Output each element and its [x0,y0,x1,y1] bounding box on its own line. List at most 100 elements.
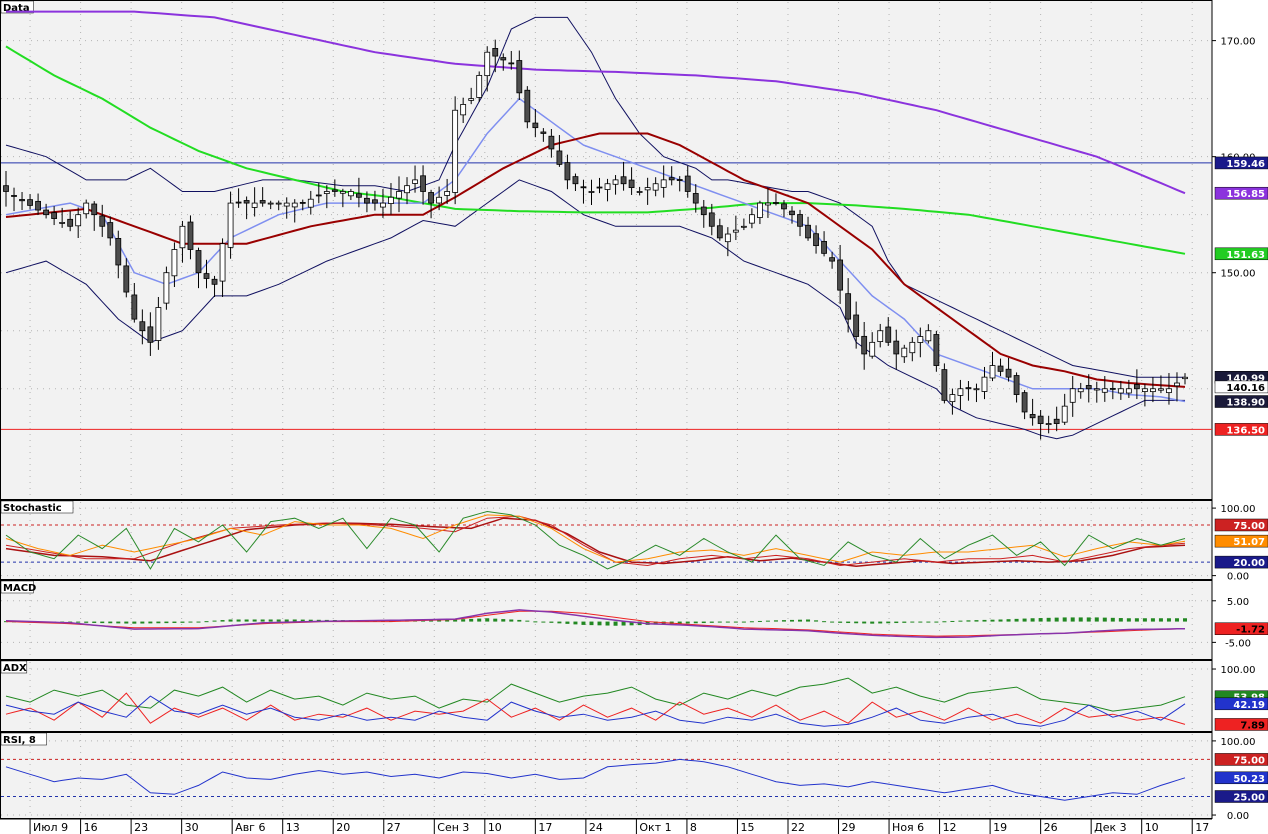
y-tick-label: 0.00 [1227,811,1249,822]
panel-title: ADX [3,663,27,674]
candle-body [1109,387,1116,390]
macd-histogram-bar [92,621,97,623]
candle-body [163,272,170,304]
macd-histogram-bar [252,619,257,622]
stochastic-k-line [5,510,1186,570]
candle-body [997,365,1004,372]
candle-body [949,394,956,403]
candle-body [147,326,154,343]
macd-histogram-bar [493,618,498,622]
macd-histogram-bar [854,621,859,624]
macd-histogram-bar [172,621,177,623]
candle-body [1045,423,1052,425]
macd-histogram-bar [886,621,891,624]
candle-body [612,179,619,185]
candle-body [1061,405,1068,423]
candle-body [789,210,795,216]
candle-body [548,135,555,150]
candle-body [171,249,178,277]
candle-body [123,265,130,293]
candle-body [99,215,106,227]
bollinger-lower-line [5,179,1185,440]
macd-histogram-bar [1158,618,1163,622]
candle-body [989,365,996,379]
candle-body [476,75,483,98]
macd-histogram-bar [653,621,658,625]
candle-body [291,202,298,208]
candle-body [27,199,33,206]
candle-body [781,203,787,210]
value-label-box [1214,771,1268,785]
candle-body [195,250,202,274]
candle-body [67,218,74,227]
value-label: 75.00 [1233,755,1265,766]
candle-body [676,179,683,181]
macd-histogram-bar [557,621,562,624]
candle-body [75,214,82,227]
macd-histogram-bar [765,620,770,622]
macd-histogram-bar [517,619,522,622]
candle-body [692,193,699,204]
macd-histogram-bar [1070,617,1075,622]
candle-body [355,193,362,198]
candle-body [468,98,475,101]
macd-histogram-bar [284,619,289,622]
candle-body [508,62,515,65]
macd-histogram-bar [453,619,458,622]
candle-body [636,191,643,193]
candle-body [532,122,539,129]
adx-minus-di-line [5,692,1186,725]
candle-body [869,341,876,357]
macd-histogram-bar [958,620,963,622]
x-tick-label: 19 [993,821,1007,834]
candle-body [299,201,306,204]
x-tick-label: Ноя 6 [892,821,924,834]
macd-histogram-bar [1094,617,1099,622]
candle-body [620,176,627,185]
x-tick-label: 24 [589,821,603,834]
candle-body [981,376,988,392]
macd-histogram-bar [84,621,89,623]
value-label: 7.89 [1240,720,1265,731]
panel-title-box [0,732,47,746]
x-tick-label: 20 [336,821,350,834]
macd-histogram-bar [108,621,113,624]
panel-title: MACD [3,583,36,594]
macd-histogram-bar [260,619,265,622]
candle-body [813,233,819,247]
macd-histogram-bar [910,621,915,623]
panel-title-box [0,500,74,514]
panel-frame [0,0,1213,500]
candle-body [757,202,763,218]
macd-histogram-bar [445,619,450,622]
candle-body [877,330,884,342]
candle-body [700,206,707,216]
candle-body [492,48,499,57]
macd-histogram-bar [461,619,466,622]
candle-body [1182,376,1188,380]
adx-line [5,695,1186,727]
price-label: 156.85 [1226,189,1265,200]
macd-histogram-bar [308,619,313,622]
macd-histogram-bar [268,619,273,622]
candle-body [1093,388,1100,391]
candle-body [3,185,9,192]
price-label-box [1214,156,1268,170]
macd-histogram-bar [140,621,145,624]
candle-body [131,294,138,320]
candle-body [219,243,226,282]
candle-body [444,191,451,196]
y-tick-label: 170.00 [1221,37,1256,48]
panel-macd: 5.00 -5.00 MACD -1.72 [0,580,1268,660]
macd-histogram-bar [942,621,947,623]
value-label-box [1214,555,1268,569]
candle-body [1150,388,1156,393]
candle-body [941,369,948,401]
candle-body [1085,385,1092,390]
panel-rsi-8: 100.00 0.00 RSI, 8 75.00 50.23 25.00 [0,732,1268,822]
macd-histogram-bar [990,619,995,622]
candle-body [1101,388,1108,393]
price-label-box [1214,247,1268,261]
macd-histogram-bar [998,619,1003,622]
